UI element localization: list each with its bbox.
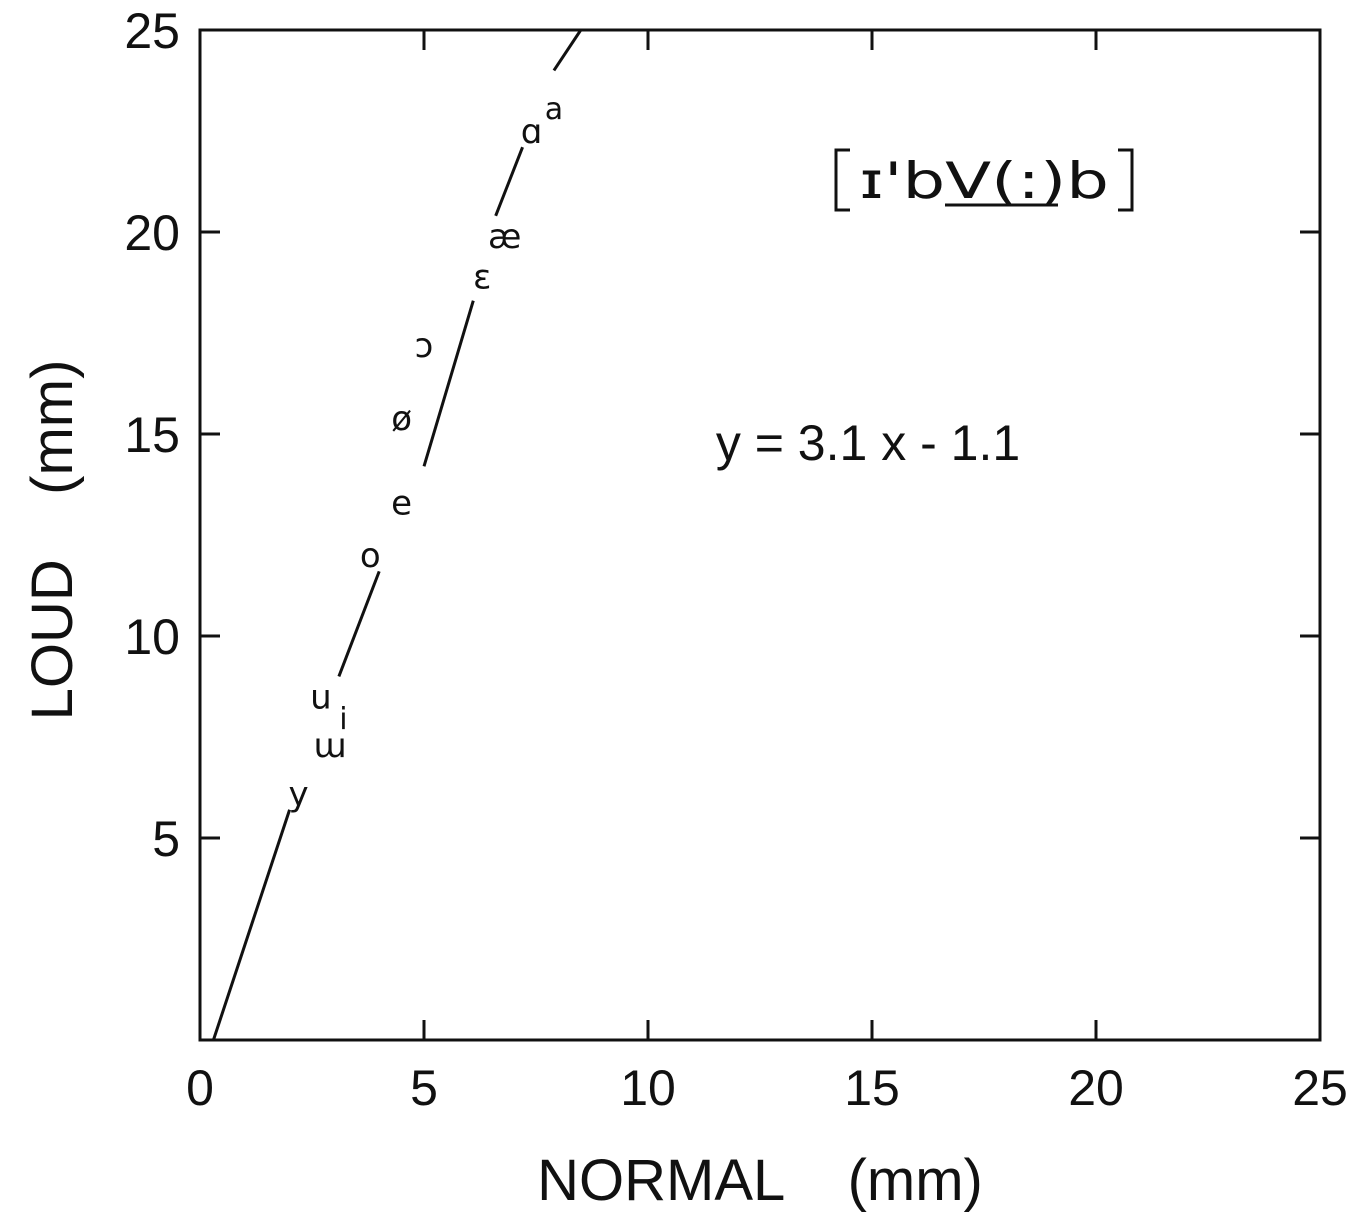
fit-line-segment-3 <box>494 146 524 217</box>
fit-line-segment-0 <box>212 809 292 1041</box>
vowel-point: ɔ <box>415 326 434 366</box>
vowel-point: o <box>360 536 381 576</box>
x-tick-label: 20 <box>1068 1060 1124 1116</box>
fit-line-segment-2 <box>422 300 475 467</box>
vowel-point: e <box>391 484 412 524</box>
fit-line-segment-1 <box>337 570 381 677</box>
x-tick-label: 0 <box>186 1060 214 1116</box>
vowel-point: æ <box>488 217 521 257</box>
vowel-point: ɯ <box>313 726 346 766</box>
fit-line <box>212 29 583 1041</box>
x-tick-label: 25 <box>1292 1060 1348 1116</box>
left-bracket <box>834 148 850 212</box>
y-tick-label: 5 <box>152 811 180 867</box>
y-tick-label: 10 <box>124 609 180 665</box>
vowel-point: ɛ <box>473 257 491 297</box>
vowel-point: i <box>339 702 347 737</box>
vowel-point: a <box>545 92 563 127</box>
x-tick-label: 15 <box>844 1060 900 1116</box>
y-axis-title: LOUD (mm) <box>20 360 85 721</box>
vowel-point: ɑ <box>521 112 543 152</box>
x-axis: 0 5 10 15 20 25 <box>186 30 1348 1116</box>
y-axis: 5 10 15 20 25 <box>124 3 1320 867</box>
y-tick-label: 20 <box>124 205 180 261</box>
x-tick-label: 5 <box>410 1060 438 1116</box>
transcription-label: ɪ'bV(:)b <box>834 148 1134 212</box>
fit-line-segment-4 <box>552 29 583 72</box>
vowel-point: y <box>288 775 308 815</box>
y-tick-label: 25 <box>124 3 180 59</box>
y-tick-label: 15 <box>124 407 180 463</box>
x-axis-title: NORMAL (mm) <box>537 1148 983 1213</box>
plot-frame <box>198 28 1322 1042</box>
vowel-point: ø <box>391 399 412 439</box>
regression-equation: y = 3.1 x - 1.1 <box>716 415 1020 471</box>
vowel-point: u <box>310 678 332 718</box>
transcription-text: ɪ'bV(:)b <box>859 152 1109 210</box>
right-bracket <box>1118 148 1134 212</box>
x-tick-label: 10 <box>620 1060 676 1116</box>
